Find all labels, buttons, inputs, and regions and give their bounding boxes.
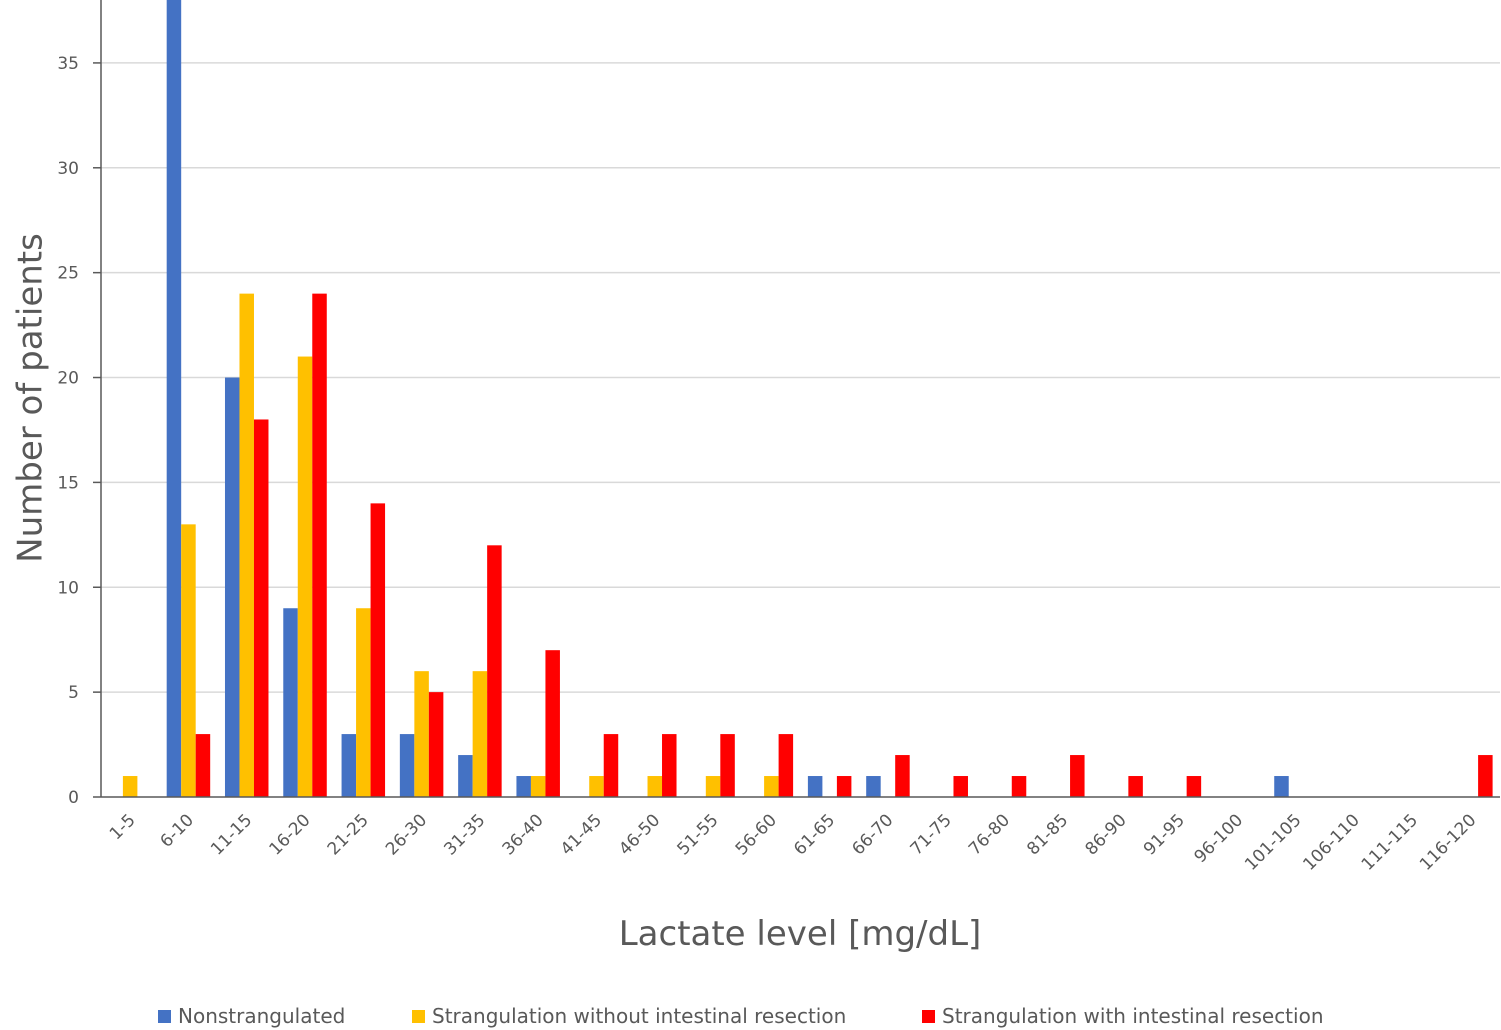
bars (122, 0, 1493, 797)
bar (195, 734, 211, 797)
x-tick-label: 76-80 (965, 810, 1014, 859)
x-tick-label: 116-120 (1416, 810, 1480, 874)
x-tick-label: 46-50 (615, 810, 664, 859)
bar (603, 734, 619, 797)
y-tick-label: 20 (57, 369, 79, 389)
legend-swatch (158, 1010, 171, 1023)
bar (122, 776, 138, 797)
bar (224, 377, 240, 797)
bar (414, 671, 429, 797)
bar (356, 608, 371, 797)
bar (458, 755, 473, 797)
bar (1274, 776, 1289, 797)
bar (297, 356, 313, 797)
bar (239, 293, 254, 797)
x-tick-label: 36-40 (499, 810, 548, 859)
legend: Nonstrangulated Strangulation without int… (158, 1004, 1324, 1028)
gridlines (101, 62, 1500, 693)
bar (895, 755, 910, 797)
x-tick-label: 1-5 (106, 810, 140, 844)
bar (953, 776, 968, 797)
bar (1186, 776, 1202, 797)
bar (866, 776, 881, 797)
bar (181, 524, 196, 797)
x-tick-label: 61-65 (790, 810, 839, 859)
x-tick-label: 31-35 (440, 810, 489, 859)
legend-swatch (922, 1010, 935, 1023)
bar (341, 734, 357, 797)
bar (662, 734, 677, 797)
bar (487, 545, 502, 797)
bar (516, 776, 531, 797)
bar (166, 0, 182, 797)
bar (836, 776, 852, 797)
x-tick-label: 66-70 (848, 810, 897, 859)
bar (312, 293, 327, 797)
legend-label: Nonstrangulated (178, 1004, 345, 1028)
x-tick-label: 51-55 (674, 810, 723, 859)
x-tick-label: 56-60 (732, 810, 781, 859)
x-tick-label: 6-10 (157, 810, 198, 851)
x-tick-label: 96-100 (1190, 810, 1247, 867)
bar (399, 734, 415, 797)
y-tick-label: 0 (68, 788, 79, 808)
x-tick-label: 81-85 (1023, 810, 1072, 859)
bar (778, 734, 794, 797)
bar (545, 650, 560, 797)
bar (647, 776, 663, 797)
bar (472, 671, 488, 797)
x-tick-label: 16-20 (265, 810, 314, 859)
x-tick-label: 11-15 (207, 810, 256, 859)
x-tick-label: 41-45 (557, 810, 606, 859)
y-tick-label: 25 (57, 264, 79, 284)
x-tick-label: 91-95 (1140, 810, 1189, 859)
legend-swatch (412, 1010, 425, 1023)
x-tick-label: 21-25 (324, 810, 373, 859)
y-axis-title: Number of patients (11, 233, 51, 563)
bar (370, 503, 386, 797)
x-tick-label: 101-105 (1241, 810, 1305, 874)
legend-label: Strangulation without intestinal resecti… (432, 1004, 846, 1028)
y-tick-label: 30 (57, 159, 79, 179)
bar (720, 734, 735, 797)
bar (1070, 755, 1085, 797)
bar (764, 776, 779, 797)
bar (428, 692, 444, 797)
y-tick-labels: 0 5 10 15 20 25 30 35 (57, 54, 101, 808)
bar (1478, 755, 1493, 797)
x-tick-label: 26-30 (382, 810, 431, 859)
bar (253, 419, 269, 797)
x-axis-title: Lactate level [mg/dL] (619, 914, 982, 954)
bar (530, 776, 546, 797)
bar (807, 776, 823, 797)
bar (589, 776, 604, 797)
y-tick-label: 35 (57, 54, 79, 74)
x-tick-label: 86-90 (1082, 810, 1131, 859)
y-tick-label: 5 (68, 683, 79, 703)
bar (1128, 776, 1143, 797)
bar (1011, 776, 1027, 797)
x-tick-label: 106-110 (1299, 810, 1363, 874)
y-tick-label: 15 (57, 473, 79, 493)
x-tick-label: 111-115 (1358, 810, 1422, 874)
bar (705, 776, 721, 797)
x-tick-labels: 1-5 6-10 11-15 16-20 21-25 26-30 31-35 36-40 41-… (106, 810, 1480, 874)
legend-label: Strangulation with intestinal resection (942, 1004, 1324, 1028)
bar (283, 608, 298, 797)
x-tick-label: 71-75 (907, 810, 956, 859)
y-tick-label: 10 (57, 578, 79, 598)
